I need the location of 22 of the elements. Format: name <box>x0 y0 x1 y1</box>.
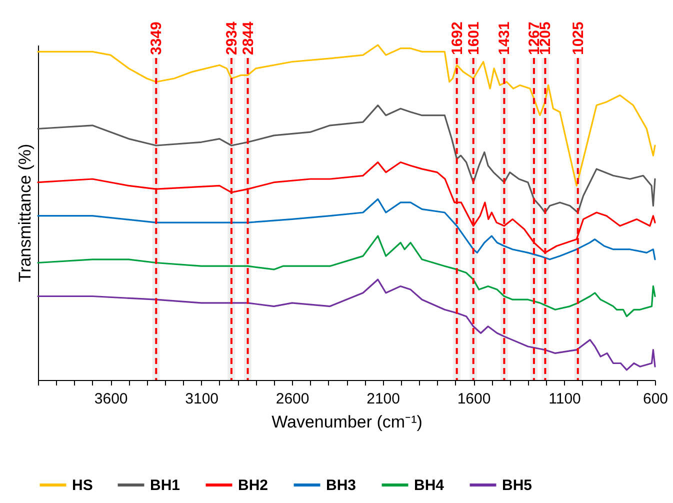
x-axis-title: Wavenumber (cm⁻¹) <box>272 412 422 432</box>
x-tick-label: 3100 <box>185 390 219 408</box>
legend-label: BH2 <box>238 477 268 494</box>
x-tick-label: 2100 <box>366 390 400 408</box>
legend-label: BH5 <box>502 477 532 494</box>
x-tick-label: 600 <box>642 390 668 408</box>
x-tick-label: 1100 <box>548 390 581 408</box>
legend-label: BH4 <box>414 477 445 494</box>
ref-line-label: 1025 <box>570 22 587 55</box>
y-axis-title: Transmittance (%) <box>16 144 34 282</box>
ref-line-label: 3349 <box>148 22 166 55</box>
ref-line-label: 2934 <box>223 20 240 55</box>
ref-line-label: 1431 <box>496 22 514 55</box>
x-tick-label: 1600 <box>457 390 491 408</box>
ref-line-label: 2844 <box>240 20 257 55</box>
ref-line-label: 1692 <box>448 22 466 55</box>
ref-line-label: 1601 <box>465 22 482 55</box>
x-tick-label: 3600 <box>94 390 128 408</box>
legend-label: BH3 <box>326 477 356 494</box>
x-tick-label: 2600 <box>276 390 310 408</box>
legend-label: BH1 <box>150 477 180 494</box>
legend-label: HS <box>72 477 93 494</box>
